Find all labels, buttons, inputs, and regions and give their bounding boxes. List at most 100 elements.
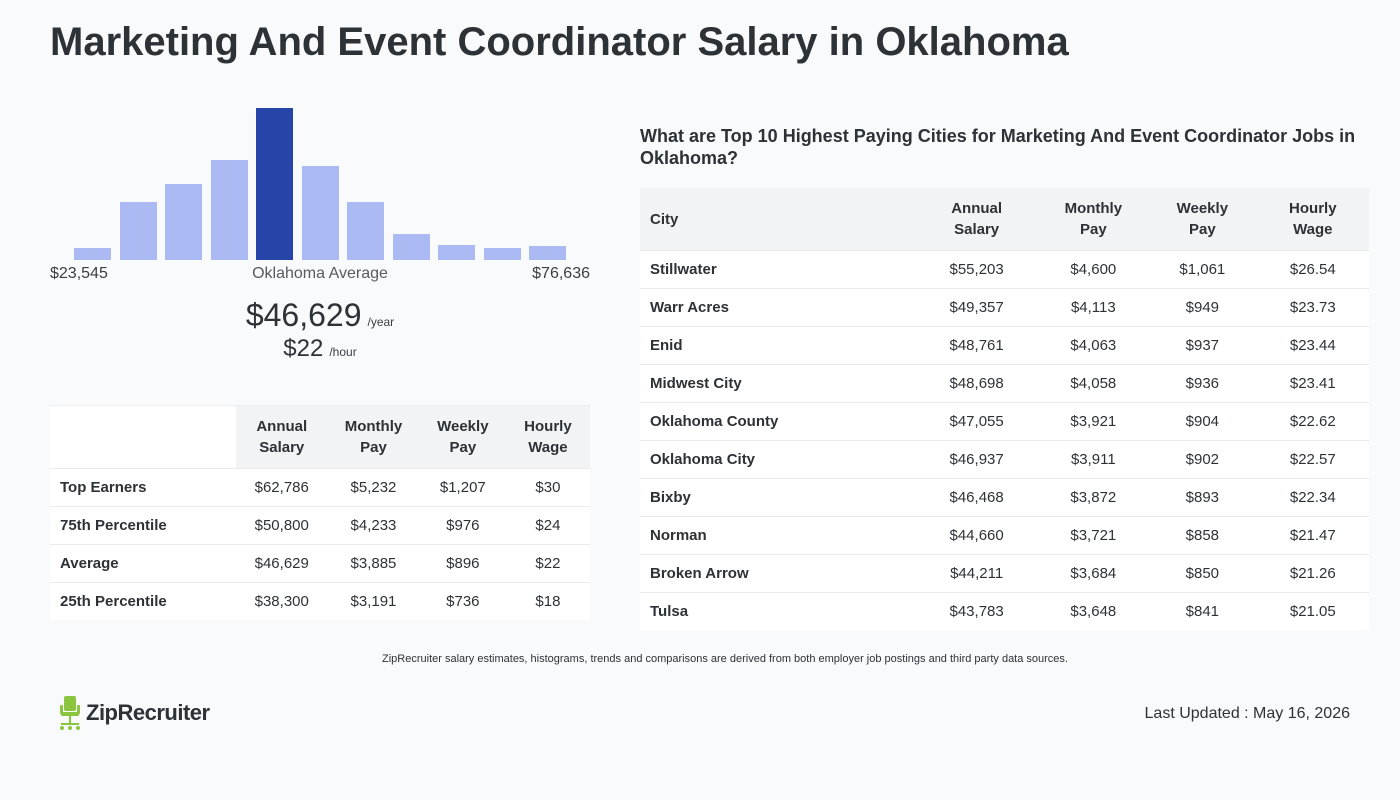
table-cell: $49,357 (914, 288, 1039, 327)
row-label: Bixby (640, 478, 915, 517)
column-header-line: Pay (1079, 221, 1107, 238)
histogram-max-label: $76,636 (532, 265, 590, 282)
table-cell: $1,061 (1148, 250, 1257, 289)
table-cell: $3,885 (327, 544, 420, 583)
table-cell: $22 (505, 544, 590, 583)
ziprecruiter-logo[interactable]: ZipRecruiter (58, 695, 210, 731)
table-cell: $22.34 (1256, 478, 1369, 517)
row-label: Norman (640, 516, 915, 555)
cities-heading: What are Top 10 Highest Paying Cities fo… (640, 126, 1356, 168)
table-cell: $55,203 (914, 250, 1039, 289)
cities-table-header: City Annual Salary Monthly Pay Weekly Pay Hourl… (640, 188, 1369, 251)
histogram-bar (119, 202, 157, 260)
table-row: Bixby $46,468 $3,872 $893 $22.34 (640, 478, 1369, 517)
column-header-line: Monthly (1064, 200, 1123, 217)
column-header-line: Wage (1293, 221, 1333, 238)
table-cell: $21.05 (1256, 592, 1369, 630)
table-row: Oklahoma City $46,937 $3,911 $902 $22.57 (640, 440, 1369, 479)
table-cell: $3,648 (1038, 592, 1149, 630)
table-row: Norman $44,660 $3,721 $858 $21.47 (640, 516, 1369, 555)
table-cell: $3,872 (1038, 478, 1149, 517)
table-cell: $904 (1148, 402, 1257, 441)
table-cell: $22.62 (1256, 402, 1369, 441)
column-header: Hourly Wage (505, 405, 590, 469)
row-label: Oklahoma County (640, 402, 915, 441)
row-label: Top Earners (50, 468, 237, 507)
average-hourly-value: $22 (283, 335, 324, 362)
row-label: Midwest City (640, 364, 915, 403)
column-header-line: City (650, 210, 679, 228)
table-cell: $1,207 (419, 468, 506, 507)
histogram-labels: Oklahoma Average $23,545 $76,636 (50, 265, 590, 287)
histogram-bar (529, 246, 566, 260)
row-label: Broken Arrow (640, 554, 915, 593)
column-header-line: Pay (360, 439, 387, 456)
histogram-bar (483, 248, 521, 260)
column-header-line: Salary (954, 221, 1000, 238)
average-annual-unit: /year (367, 315, 395, 329)
histogram-bar (165, 184, 202, 260)
table-cell: $976 (419, 506, 506, 545)
table-cell: $43,783 (914, 592, 1039, 630)
table-cell: $23.41 (1256, 364, 1369, 403)
column-header: Weekly Pay (419, 405, 506, 469)
table-cell: $18 (505, 582, 590, 620)
column-header-line: Wage (528, 439, 568, 456)
table-cell: $850 (1148, 554, 1257, 593)
average-annual-value: $46,629 (245, 297, 362, 333)
table-cell: $936 (1148, 364, 1257, 403)
table-cell: $44,211 (914, 554, 1039, 593)
percentile-table: Annual Salary Monthly Pay Weekly Pay Hourly Wag… (50, 405, 590, 620)
column-header-line: Salary (259, 439, 305, 456)
table-row: Midwest City $48,698 $4,058 $936 $23.41 (640, 364, 1369, 403)
table-cell: $3,921 (1038, 402, 1149, 441)
table-cell: $23.44 (1256, 326, 1369, 365)
histogram-center-label: Oklahoma Average (252, 265, 388, 282)
column-header-line: Annual (951, 200, 1003, 217)
table-cell: $949 (1148, 288, 1257, 327)
table-cell: $3,191 (327, 582, 420, 620)
table-cell: $46,937 (914, 440, 1039, 479)
row-label: 25th Percentile (50, 582, 237, 620)
page-title: Marketing And Event Coordinator Salary i… (50, 20, 1069, 64)
table-row: 75th Percentile $50,800 $4,233 $976 $24 (50, 506, 590, 545)
table-cell: $30 (505, 468, 590, 507)
table-cell: $902 (1148, 440, 1257, 479)
table-cell: $4,063 (1038, 326, 1149, 365)
table-row: Top Earners $62,786 $5,232 $1,207 $30 (50, 468, 590, 507)
table-cell: $47,055 (914, 402, 1039, 441)
row-label: Enid (640, 326, 915, 365)
column-header-line: Pay (1188, 221, 1216, 238)
row-label: Warr Acres (640, 288, 915, 327)
table-row: Broken Arrow $44,211 $3,684 $850 $21.26 (640, 554, 1369, 593)
column-header: Annual Salary (914, 188, 1039, 251)
table-cell: $44,660 (914, 516, 1039, 555)
table-cell: $4,058 (1038, 364, 1149, 403)
table-cell: $21.47 (1256, 516, 1369, 555)
table-cell: $736 (419, 582, 506, 620)
table-cell: $21.26 (1256, 554, 1369, 593)
table-row: Tulsa $43,783 $3,648 $841 $21.05 (640, 592, 1369, 630)
column-header: Weekly Pay (1148, 188, 1257, 251)
table-cell: $937 (1148, 326, 1257, 365)
table-cell: $24 (505, 506, 590, 545)
table-row: Stillwater $55,203 $4,600 $1,061 $26.54 (640, 250, 1369, 289)
table-cell: $4,600 (1038, 250, 1149, 289)
table-cell: $48,761 (914, 326, 1039, 365)
column-header: Hourly Wage (1256, 188, 1369, 251)
table-cell: $26.54 (1256, 250, 1369, 289)
table-cell: $4,113 (1038, 288, 1149, 327)
table-cell: $23.73 (1256, 288, 1369, 327)
table-cell: $46,468 (914, 478, 1039, 517)
table-cell: $4,233 (327, 506, 420, 545)
column-header: Monthly Pay (327, 405, 420, 469)
histogram-bar (438, 245, 475, 260)
column-header: Annual Salary (236, 405, 328, 469)
row-label: Average (50, 544, 237, 583)
last-updated: Last Updated : May 16, 2026 (1144, 705, 1350, 722)
histogram-bar (256, 108, 293, 260)
histogram-bar (347, 202, 384, 260)
table-cell: $46,629 (236, 544, 328, 583)
table-cell: $3,721 (1038, 516, 1149, 555)
table-row: Warr Acres $49,357 $4,113 $949 $23.73 (640, 288, 1369, 327)
